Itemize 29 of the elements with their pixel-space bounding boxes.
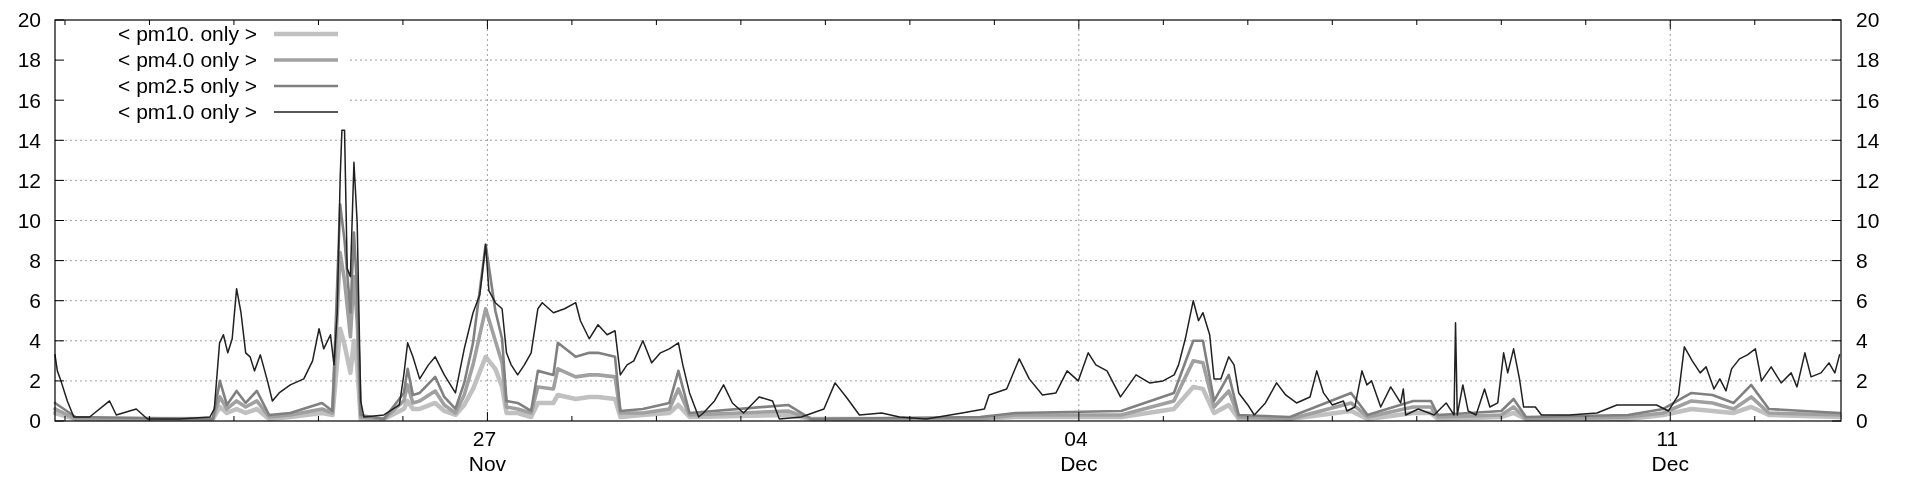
- y-tick-label: 6: [29, 289, 41, 313]
- y-tick-label: 20: [17, 8, 41, 32]
- legend-label: < pm10. only >: [118, 22, 257, 46]
- legend-label: < pm4.0 only >: [118, 48, 257, 72]
- y2-tick-label: 0: [1856, 409, 1868, 433]
- y-tick-label: 18: [17, 48, 41, 72]
- y2-tick-label: 6: [1856, 289, 1868, 313]
- y-tick-label: 4: [29, 329, 42, 353]
- y2-tick-label: 8: [1856, 248, 1868, 272]
- y-tick-label: 14: [17, 128, 42, 152]
- legend-label: < pm2.5 only >: [118, 74, 257, 98]
- x-tick-label: 04 Dec: [1060, 427, 1098, 475]
- y2-tick-label: 2: [1856, 369, 1868, 393]
- y2-tick-label: 4: [1856, 329, 1868, 353]
- y-tick-label: 8: [29, 248, 41, 272]
- y2-tick-label: 12: [1856, 168, 1880, 192]
- y2-tick-label: 20: [1856, 8, 1880, 32]
- y-tick-label: 16: [17, 88, 41, 112]
- y-tick-label: 2: [29, 369, 41, 393]
- y-tick-label: 0: [29, 409, 41, 433]
- y2-tick-label: 10: [1856, 208, 1880, 232]
- y-tick-label: 12: [17, 168, 41, 192]
- legend-label: < pm1.0 only >: [118, 100, 257, 124]
- y2-tick-label: 14: [1856, 128, 1880, 152]
- x-tick-label: 11 Dec: [1651, 427, 1689, 475]
- x-tick-label: 27 Nov: [468, 427, 507, 475]
- y2-tick-label: 16: [1856, 88, 1880, 112]
- y-tick-label: 10: [17, 208, 41, 232]
- y2-tick-label: 18: [1856, 48, 1880, 72]
